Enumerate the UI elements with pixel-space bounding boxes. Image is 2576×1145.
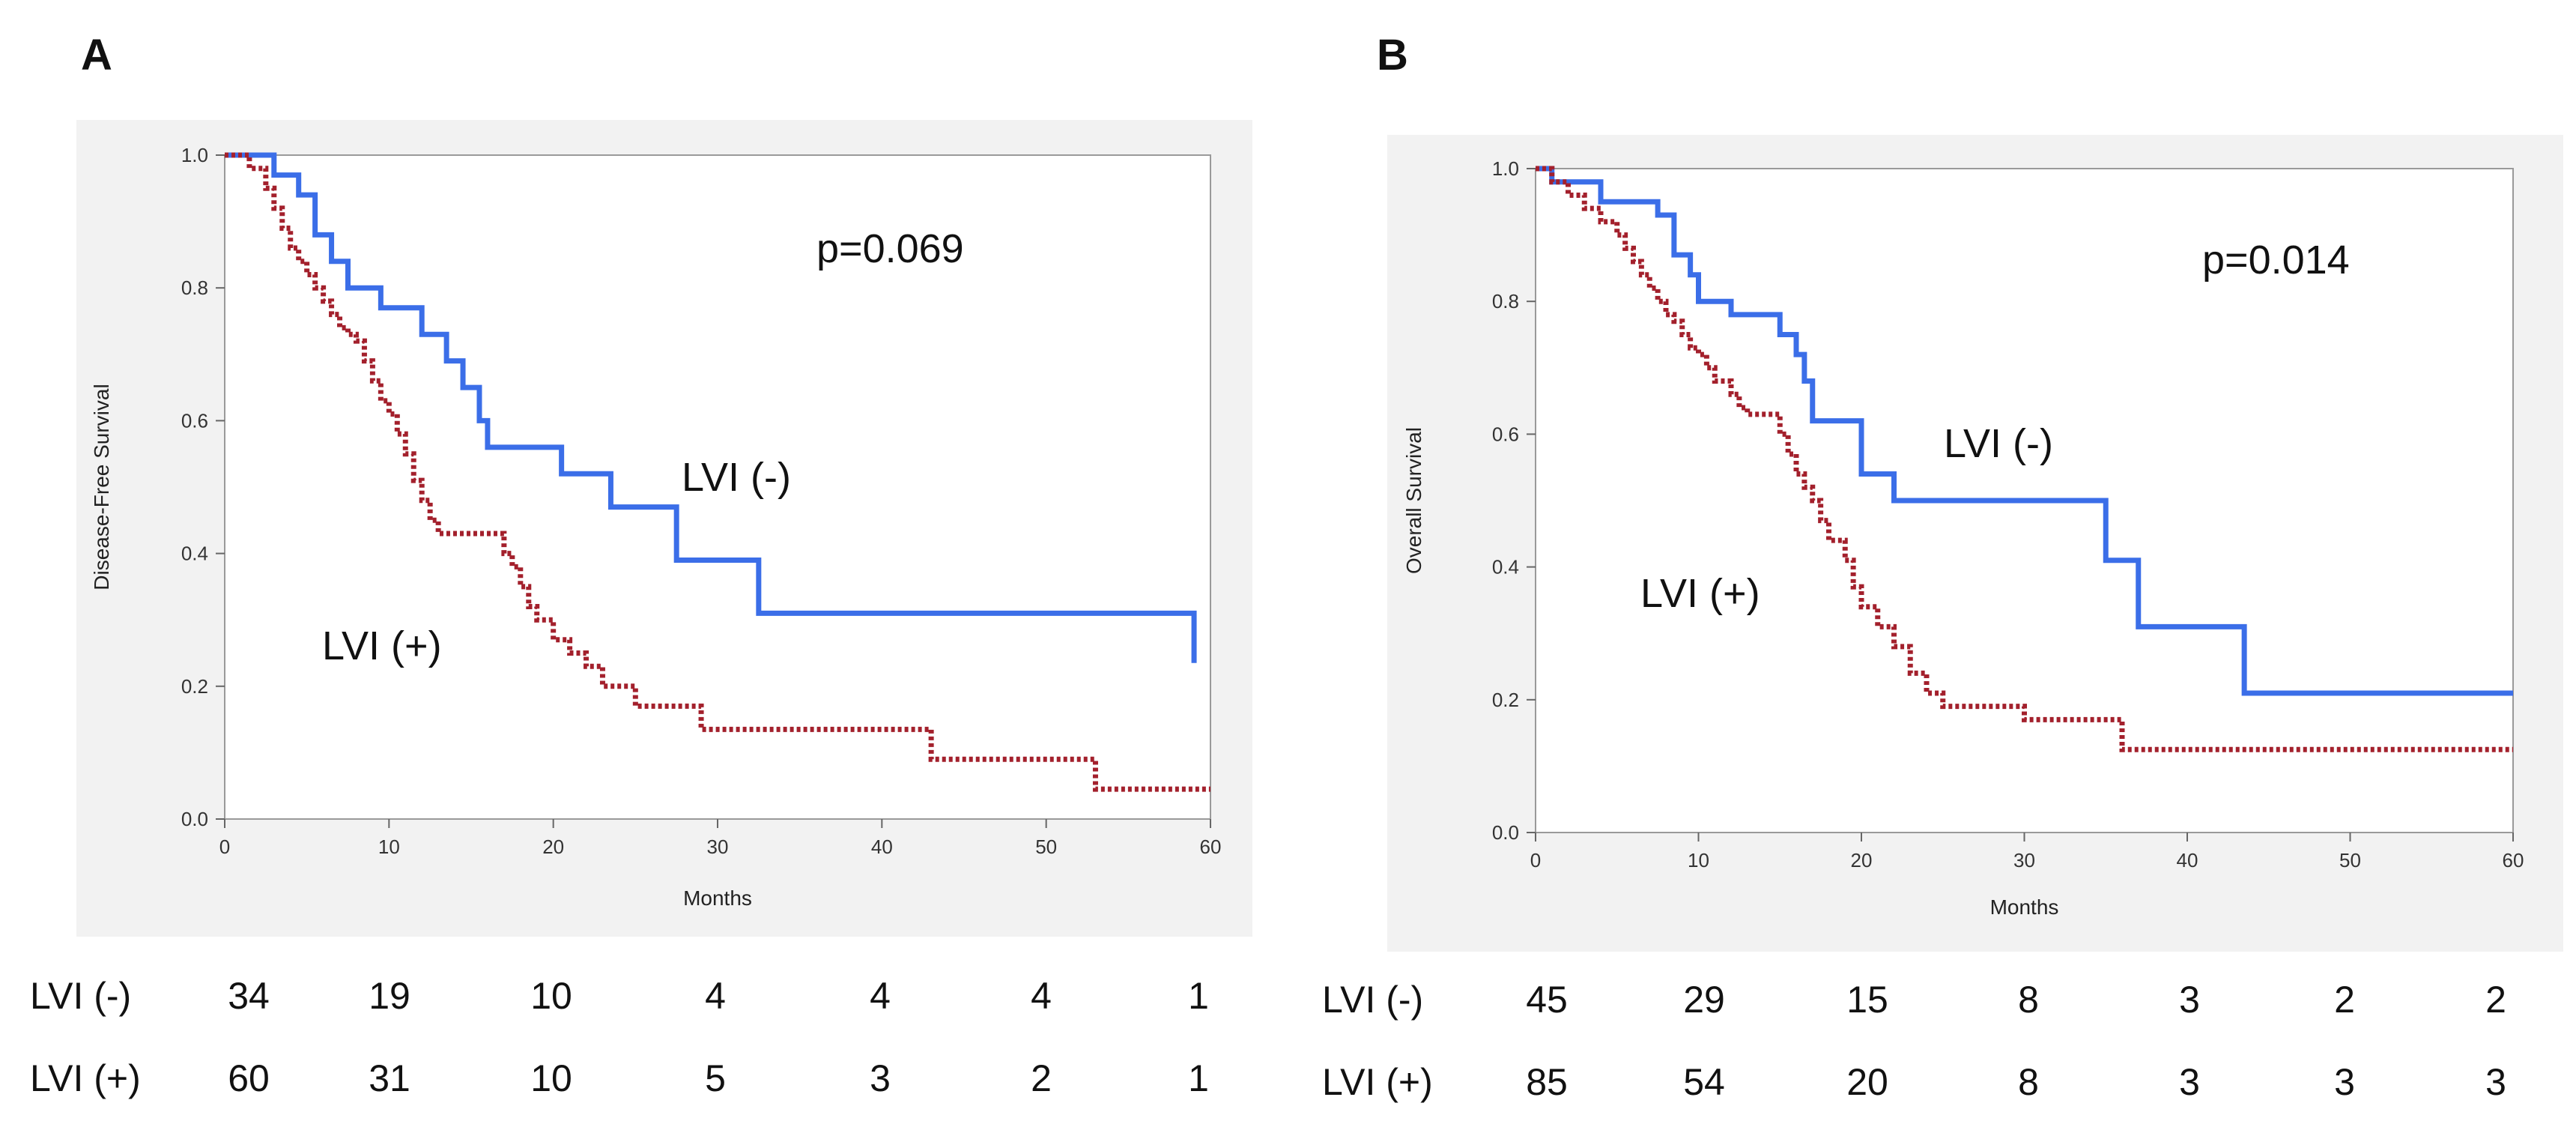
y-tick-label: 0.2 <box>181 675 208 698</box>
lvi-negative-label: LVI (-) <box>682 455 791 500</box>
x-tick-label: 50 <box>2339 849 2361 871</box>
x-tick-label: 10 <box>378 836 400 858</box>
risk-count: 5 <box>705 1057 726 1099</box>
x-tick-label: 60 <box>2503 849 2524 871</box>
x-tick-label: 50 <box>1035 836 1057 858</box>
lvi-positive-curve <box>225 152 1210 792</box>
x-tick-label: 30 <box>707 836 729 858</box>
y-tick-label: 0.8 <box>1492 290 1519 312</box>
risk-count: 2 <box>2485 979 2506 1021</box>
risk-count: 20 <box>1846 1061 1888 1103</box>
lvi-negative-label: LVI (-) <box>1944 421 2053 466</box>
risk-count: 8 <box>2018 1061 2039 1103</box>
panel-a-letter: A <box>81 31 112 79</box>
lvi-positive-label: LVI (+) <box>1640 571 1760 616</box>
y-tick-label: 0.6 <box>1492 423 1519 445</box>
risk-row-label: LVI (+) <box>1322 1061 1433 1103</box>
risk-count: 1 <box>1188 975 1209 1017</box>
y-axis-title: Overall Survival <box>1402 427 1425 574</box>
risk-count: 4 <box>1031 975 1052 1017</box>
x-tick-label: 30 <box>2013 849 2035 871</box>
panel-a-chart: 0 10 20 30 40 50 60 0.0 0.2 0.4 0.6 0.8 1.0 Months Dis… <box>90 144 1221 910</box>
risk-row-label: LVI (-) <box>30 975 132 1017</box>
y-tick-label: 0.6 <box>181 409 208 432</box>
x-tick-label: 0 <box>1530 849 1541 871</box>
risk-count: 3 <box>2179 979 2200 1021</box>
risk-count: 4 <box>705 975 726 1017</box>
panel-b-letter: B <box>1377 31 1408 79</box>
risk-count: 10 <box>530 975 572 1017</box>
risk-count: 54 <box>1683 1061 1725 1103</box>
risk-count: 3 <box>2334 1061 2355 1103</box>
x-axis-title: Months <box>683 886 752 910</box>
risk-count: 2 <box>1031 1057 1052 1099</box>
risk-count: 1 <box>1188 1057 1209 1099</box>
risk-row-label: LVI (-) <box>1322 979 1424 1021</box>
risk-row-label: LVI (+) <box>30 1057 141 1099</box>
panel-b-chart: 0 10 20 30 40 50 60 0.0 0.2 0.4 0.6 0.8 1.0 Months Ove… <box>1402 157 2524 919</box>
risk-count: 60 <box>228 1057 270 1099</box>
plot-area <box>224 154 1211 820</box>
risk-count: 15 <box>1846 979 1888 1021</box>
risk-count: 8 <box>2018 979 2039 1021</box>
x-tick-label: 20 <box>542 836 564 858</box>
risk-count: 3 <box>2179 1061 2200 1103</box>
y-tick-label: 1.0 <box>1492 157 1519 180</box>
y-tick-label: 1.0 <box>181 144 208 166</box>
x-tick-label: 40 <box>871 836 893 858</box>
y-tick-label: 0.4 <box>1492 556 1519 578</box>
lvi-negative-curve <box>225 152 1197 663</box>
y-tick-label: 0.4 <box>181 543 208 565</box>
lvi-negative-curve <box>1536 166 2513 696</box>
risk-count: 3 <box>2485 1061 2506 1103</box>
risk-count: 34 <box>228 975 270 1017</box>
lvi-positive-label: LVI (+) <box>322 623 442 668</box>
p-value-annotation: p=0.014 <box>2202 238 2350 283</box>
x-axis-title: Months <box>1990 895 2059 919</box>
x-tick-label: 60 <box>1200 836 1222 858</box>
y-tick-label: 0.0 <box>1492 821 1519 844</box>
risk-count: 85 <box>1526 1061 1568 1103</box>
x-tick-label: 40 <box>2177 849 2198 871</box>
risk-count: 29 <box>1683 979 1725 1021</box>
p-value-annotation: p=0.069 <box>816 226 964 271</box>
risk-count: 4 <box>870 975 891 1017</box>
x-tick-label: 0 <box>219 836 230 858</box>
y-tick-label: 0.0 <box>181 808 208 830</box>
x-tick-label: 20 <box>1851 849 1873 871</box>
risk-count: 45 <box>1526 979 1568 1021</box>
risk-count: 19 <box>369 975 410 1017</box>
y-tick-label: 0.2 <box>1492 689 1519 711</box>
risk-count: 2 <box>2334 979 2355 1021</box>
risk-count: 10 <box>530 1057 572 1099</box>
y-tick-label: 0.8 <box>181 277 208 299</box>
x-tick-label: 10 <box>1688 849 1709 871</box>
risk-count: 31 <box>369 1057 410 1099</box>
y-axis-title: Disease-Free Survival <box>90 384 113 590</box>
risk-count: 3 <box>870 1057 891 1099</box>
